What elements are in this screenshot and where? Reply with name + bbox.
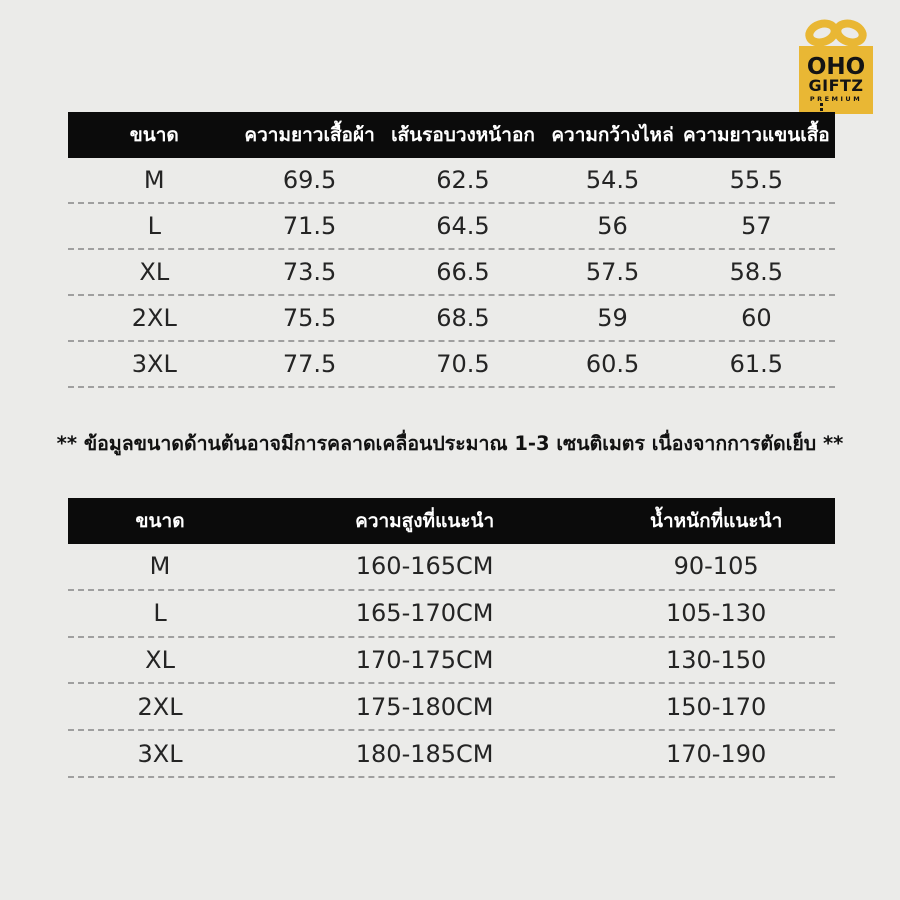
brand-tagline: PREMIUM [809, 95, 863, 103]
table-cell: L [153, 599, 167, 628]
table-cell: 180-185CM [355, 739, 494, 768]
table-cell: 73.5 [282, 258, 337, 286]
table-row: L 165-170CM 105-130 [68, 591, 835, 638]
table-cell: 77.5 [282, 350, 337, 378]
table-cell: 58.5 [729, 258, 784, 286]
table-row: 3XL 77.5 70.5 60.5 61.5 [68, 342, 835, 388]
table-cell: 175-180CM [355, 692, 494, 721]
table-row: 3XL 180-185CM 170-190 [68, 731, 835, 778]
table-cell: XL [145, 645, 175, 674]
table-cell: 54.5 [585, 166, 640, 194]
table-row: XL 73.5 66.5 57.5 58.5 [68, 250, 835, 296]
column-header: ความสูงที่แนะนำ [355, 510, 495, 532]
table-cell: 150-170 [665, 692, 767, 721]
table-cell: XL [139, 258, 170, 286]
brand-dots-decoration [820, 108, 823, 111]
column-header: ขนาด [129, 124, 179, 146]
table-row: 2XL 75.5 68.5 59 60 [68, 296, 835, 342]
gift-box: OHO GIFTZ PREMIUM [799, 46, 873, 114]
table-cell: 105-130 [665, 599, 767, 628]
column-header: ขนาด [135, 510, 185, 532]
brand-logo: OHO GIFTZ PREMIUM [799, 18, 873, 114]
table-cell: 56 [597, 212, 628, 240]
table-cell: 64.5 [436, 212, 490, 240]
table-cell: 57 [741, 212, 772, 240]
table-cell: 68.5 [436, 304, 490, 332]
table-cell: 55.5 [729, 166, 784, 194]
column-header: ความยาวแขนเสื้อ [682, 124, 830, 146]
table-cell: 165-170CM [355, 599, 494, 628]
table-cell: 75.5 [282, 304, 337, 332]
table-cell: 170-175CM [355, 645, 494, 674]
table-cell: 62.5 [436, 166, 490, 194]
table-cell: 170-190 [665, 739, 767, 768]
table-header-row: ขนาด ความสูงที่แนะนำ น้ำหนักที่แนะนำ [68, 498, 835, 544]
tolerance-note: ** ข้อมูลขนาดด้านต้นอาจมีการคลาดเคลื่อนป… [56, 432, 844, 455]
fit-recommendation-table: ขนาด ความสูงที่แนะนำ น้ำหนักที่แนะนำ M 160-… [68, 498, 835, 778]
table-cell: 61.5 [729, 350, 784, 378]
table-cell: 130-150 [665, 645, 767, 674]
table-row: XL 170-175CM 130-150 [68, 638, 835, 685]
garment-measurements-table: ขนาด ความยาวเสื้อผ้า เส้นรอบวงหน้าอก ความกว… [68, 112, 835, 388]
table-cell: 71.5 [282, 212, 337, 240]
table-row: 2XL 175-180CM 150-170 [68, 684, 835, 732]
table-cell: M [149, 552, 171, 581]
table-cell: 60.5 [585, 350, 640, 378]
column-header: น้ำหนักที่แนะนำ [649, 510, 783, 532]
table-cell: 3XL [131, 350, 177, 378]
table-body: M 160-165CM 90-105 L 165-170CM 105-130 XL 170-1… [68, 544, 835, 778]
gift-bow-icon [805, 19, 867, 47]
brand-sub-name: GIFTZ [808, 76, 864, 95]
column-header: ความยาวเสื้อผ้า [244, 124, 375, 146]
table-cell: L [147, 212, 161, 240]
table-cell: 90-105 [673, 552, 759, 581]
table-row: L 71.5 64.5 56 57 [68, 204, 835, 250]
table-cell: M [143, 166, 165, 194]
table-cell: 60 [741, 304, 772, 332]
table-row: M 160-165CM 90-105 [68, 544, 835, 591]
table-body: M 69.5 62.5 54.5 55.5 L 71.5 64.5 56 57 XL 73.5 66.5… [68, 158, 835, 388]
table-cell: 66.5 [436, 258, 490, 286]
table-cell: 57.5 [585, 258, 640, 286]
table-cell: 2XL [137, 692, 183, 721]
table-cell: 160-165CM [355, 552, 494, 581]
brand-name: OHO [806, 54, 866, 80]
table-cell: 70.5 [436, 350, 490, 378]
table-header-row: ขนาด ความยาวเสื้อผ้า เส้นรอบวงหน้าอก ความกว… [68, 112, 835, 158]
column-header: ความกว้างไหล่ [551, 124, 674, 146]
table-cell: 2XL [131, 304, 177, 332]
table-cell: 59 [597, 304, 628, 332]
table-cell: 69.5 [282, 166, 337, 194]
table-cell: 3XL [137, 739, 183, 768]
table-row: M 69.5 62.5 54.5 55.5 [68, 158, 835, 204]
column-header: เส้นรอบวงหน้าอก [391, 124, 535, 146]
